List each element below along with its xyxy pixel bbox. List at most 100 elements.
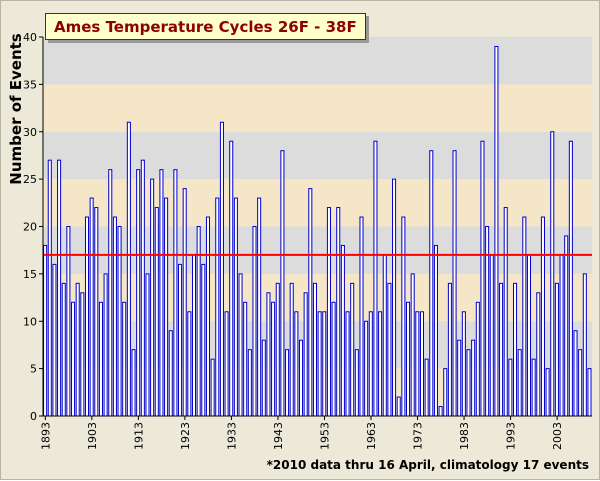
bar-1912 <box>131 349 136 417</box>
bar-1980 <box>447 282 452 417</box>
y-tick-labels: 0 5 10 15 20 25 30 35 40 <box>23 31 43 423</box>
bar-1972 <box>410 273 415 417</box>
x-tick-label: 1923 <box>179 422 192 450</box>
bar-1943 <box>275 282 280 417</box>
bar-1979 <box>443 368 448 417</box>
bar-1903 <box>89 197 94 417</box>
chart-title: Ames Temperature Cycles 26F - 38F <box>54 18 357 36</box>
y-tick-label: 25 <box>23 173 37 186</box>
bar-1939 <box>257 197 262 417</box>
bar-1949 <box>303 292 308 417</box>
bar-1952 <box>317 311 322 417</box>
y-tick-label: 0 <box>30 410 37 423</box>
bar-1922 <box>178 263 183 417</box>
bar-2007 <box>573 330 578 417</box>
x-tick-label: 1983 <box>458 422 471 450</box>
bar-1993 <box>508 358 513 417</box>
bar-1953 <box>322 311 327 417</box>
bar-1969 <box>396 396 401 417</box>
bar-1955 <box>331 301 336 417</box>
x-tick-label: 1993 <box>505 422 518 450</box>
bar-1908 <box>112 216 117 417</box>
bar-1995 <box>517 349 522 417</box>
x-tick-label: 1903 <box>86 422 99 450</box>
bar-1899 <box>71 301 76 417</box>
bar-1916 <box>150 178 155 417</box>
bar-1947 <box>294 311 299 417</box>
y-tick-label: 5 <box>30 363 37 376</box>
bar-1948 <box>298 339 304 417</box>
grid-band <box>43 179 592 227</box>
bar-1971 <box>406 301 411 417</box>
bar-1974 <box>419 311 425 417</box>
x-tick-label: 1913 <box>132 422 145 450</box>
bar-2008 <box>578 349 583 417</box>
bar-1954 <box>326 207 331 417</box>
grid-band <box>43 131 592 180</box>
bar-1911 <box>126 121 131 417</box>
bar-1923 <box>182 188 187 417</box>
x-tick-label: 2003 <box>551 422 564 450</box>
bar-2003 <box>554 282 559 417</box>
bar-1896 <box>57 159 62 417</box>
bar-1990 <box>494 45 499 417</box>
bar-1997 <box>526 254 532 417</box>
bar-1984 <box>466 349 471 417</box>
bar-1920 <box>168 330 173 417</box>
bar-1956 <box>336 207 341 417</box>
bar-1970 <box>401 216 406 417</box>
chart-footnote: *2010 data thru 16 April, climatology 17… <box>266 458 589 472</box>
bar-1992 <box>503 207 508 417</box>
bar-1924 <box>187 311 192 417</box>
bar-1968 <box>392 178 397 417</box>
bar-1946 <box>289 282 294 417</box>
bar-1894 <box>47 159 52 417</box>
bar-1975 <box>424 358 429 417</box>
bar-1910 <box>122 301 127 417</box>
x-tick-label: 1963 <box>365 422 378 450</box>
bar-1966 <box>382 254 387 417</box>
grid-band <box>43 226 592 274</box>
bar-1893 <box>43 244 48 417</box>
bar-1978 <box>438 406 443 417</box>
bar-1940 <box>261 339 266 417</box>
chart-title-box: Ames Temperature Cycles 26F - 38F <box>45 13 366 40</box>
bar-1994 <box>513 282 518 417</box>
bar-1976 <box>429 150 434 417</box>
bar-2005 <box>564 235 569 417</box>
bar-1936 <box>243 301 248 417</box>
bar-2010 <box>587 368 592 417</box>
bar-1928 <box>205 216 210 417</box>
x-tick-label: 1893 <box>39 422 52 450</box>
bar-1921 <box>173 169 178 417</box>
bar-1942 <box>271 301 276 417</box>
x-tick-labels: 1893 1903 1913 1923 1933 1943 1953 1963 1973 1983… <box>39 416 564 450</box>
bar-1917 <box>154 207 159 417</box>
y-tick-label: 15 <box>23 268 37 281</box>
bar-1907 <box>108 169 113 417</box>
bar-1933 <box>229 140 234 417</box>
bar-1902 <box>84 216 90 417</box>
y-tick-label: 20 <box>23 221 37 234</box>
bar-2009 <box>582 273 587 417</box>
bar-1905 <box>98 301 103 417</box>
bar-1985 <box>471 339 476 417</box>
bar-1945 <box>285 349 290 417</box>
bar-1944 <box>280 150 285 417</box>
grid-band <box>43 84 592 132</box>
bar-1918 <box>159 169 164 417</box>
y-axis-label: Number of Events <box>7 33 25 184</box>
bar-1963 <box>368 311 373 417</box>
bar-2002 <box>550 131 555 417</box>
bar-1932 <box>224 311 229 417</box>
bar-1925 <box>191 254 197 417</box>
bar-1951 <box>312 282 318 417</box>
bar-1897 <box>61 282 66 417</box>
bar-1919 <box>164 197 169 417</box>
bar-1989 <box>489 254 494 417</box>
bar-1930 <box>215 197 220 417</box>
bar-1906 <box>103 273 108 417</box>
bar-2000 <box>540 216 545 417</box>
